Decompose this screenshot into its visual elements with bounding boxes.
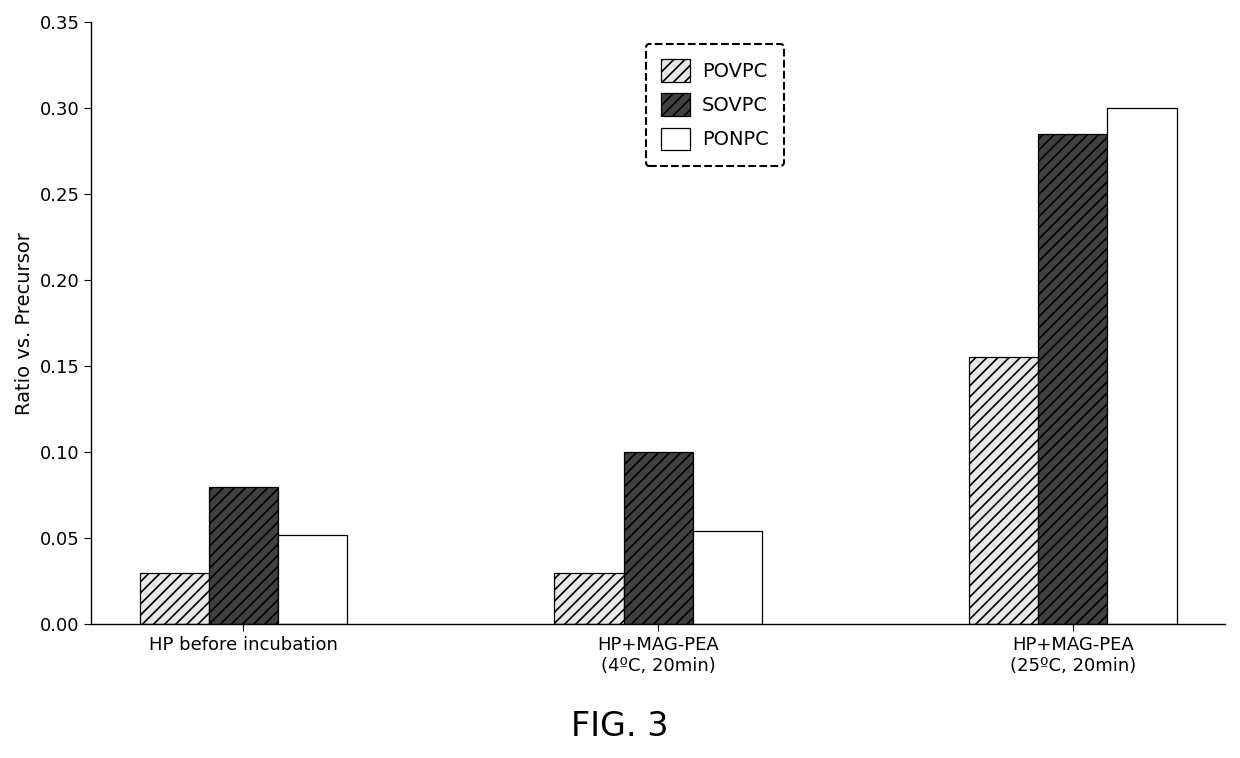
- Bar: [554, 572, 624, 624]
- Bar: [140, 572, 208, 624]
- Bar: [1107, 108, 1177, 624]
- Bar: [278, 534, 347, 624]
- Bar: [693, 531, 761, 624]
- Bar: [208, 487, 278, 624]
- Text: FIG. 3: FIG. 3: [572, 709, 668, 743]
- Y-axis label: Ratio vs. Precursor: Ratio vs. Precursor: [15, 232, 33, 415]
- Legend: POVPC, SOVPC, PONPC: POVPC, SOVPC, PONPC: [646, 44, 784, 165]
- Bar: [1038, 134, 1107, 624]
- Bar: [624, 452, 693, 624]
- Bar: [970, 358, 1038, 624]
